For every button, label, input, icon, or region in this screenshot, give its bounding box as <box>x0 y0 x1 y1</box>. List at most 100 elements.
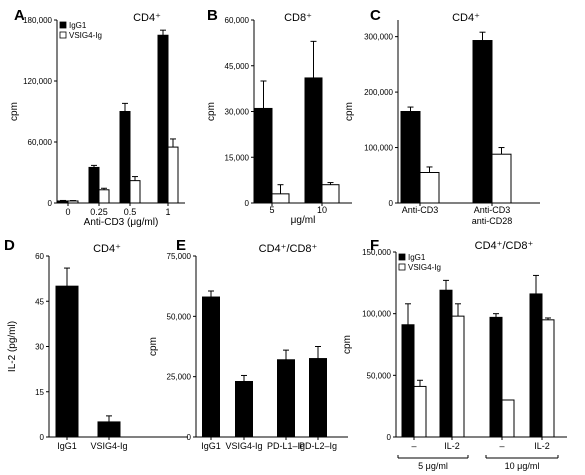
x-tick-label: 0.5 <box>124 207 137 217</box>
bar <box>489 316 503 438</box>
bar <box>451 315 465 438</box>
bar <box>55 285 79 438</box>
bar <box>129 180 141 204</box>
x-tick-label: – <box>499 441 504 451</box>
y-axis-label: cpm <box>342 335 353 354</box>
bar <box>67 200 79 204</box>
y-axis-label: cpm <box>148 337 159 356</box>
chart-title: CD8⁺ <box>284 12 312 24</box>
y-axis-label: cpm <box>344 102 355 121</box>
panel-label: F <box>370 237 379 254</box>
y-tick-label: 15 <box>35 388 44 397</box>
y-tick-label: 45 <box>35 297 44 306</box>
bar <box>439 289 453 438</box>
bar <box>401 324 415 438</box>
y-tick-label: 0 <box>387 433 392 442</box>
bar <box>309 358 327 438</box>
x-tick-label: PD-L1–Ig <box>267 441 305 451</box>
bar <box>419 172 440 204</box>
chart-title: CD4⁺ <box>133 12 161 24</box>
legend-swatch <box>59 21 67 29</box>
y-tick-label: 150,000 <box>362 248 391 257</box>
bar <box>97 421 121 438</box>
y-axis-label: cpm <box>9 102 20 121</box>
y-tick-label: 300,000 <box>364 33 393 42</box>
group-label: 5 μg/ml <box>418 461 448 471</box>
chart-title: CD4⁺ <box>93 243 121 255</box>
chart-title: CD4⁺ <box>452 12 480 24</box>
bar <box>98 189 110 204</box>
legend-label: VSIG4-Ig <box>408 263 441 272</box>
bar <box>501 399 515 438</box>
x-axis-label: Anti-CD3 (μg/ml) <box>84 217 159 228</box>
y-tick-label: 0 <box>245 199 250 208</box>
bar <box>271 193 290 204</box>
panel-label: B <box>207 7 218 24</box>
y-tick-label: 180,000 <box>23 16 52 25</box>
panel-b: B CD8⁺ 0 15,000 30,000 45,000 60,000 cpm 5 10μg/m… <box>206 7 352 226</box>
x-tick-label: Anti-CD3 <box>474 205 511 215</box>
y-tick-label: 0 <box>48 199 53 208</box>
legend-label: IgG1 <box>69 21 87 30</box>
y-tick-label: 60,000 <box>28 138 53 147</box>
y-tick-label: 45,000 <box>225 62 250 71</box>
bar <box>541 319 555 438</box>
y-tick-label: 100,000 <box>362 310 391 319</box>
bar <box>235 380 253 438</box>
x-tick-label: – <box>411 441 416 451</box>
x-tick-label: IgG1 <box>57 441 77 451</box>
y-tick-label: 50,000 <box>167 312 192 321</box>
panel-a: A CD4⁺ 0 60,000 120,000 180,000 cpm 0 0.25 0.5 1 An… <box>9 7 185 228</box>
x-tick-label: 10 <box>317 205 327 215</box>
x-tick-label: PD-L2–Ig <box>299 441 337 451</box>
y-tick-label: 15,000 <box>225 153 250 162</box>
bar <box>413 385 427 438</box>
panel-f: F CD4⁺/CD8⁺ 0 50,000 100,000 150,000 cpm – IL-2 –… <box>342 237 567 471</box>
bar <box>88 166 100 204</box>
bar <box>491 153 512 204</box>
y-tick-label: 50,000 <box>367 371 392 380</box>
bar <box>254 107 273 204</box>
x-tick-label: VSIG4-Ig <box>90 441 127 451</box>
y-tick-label: 25,000 <box>167 373 192 382</box>
x-tick-label: VSIG4-Ig <box>225 441 262 451</box>
panel-label: C <box>370 7 381 24</box>
y-tick-label: 75,000 <box>167 252 192 261</box>
group-label: 10 μg/ml <box>505 461 540 471</box>
panel-label: D <box>4 237 15 254</box>
x-tick-label: Anti-CD3 <box>402 205 439 215</box>
y-tick-label: 0 <box>389 199 394 208</box>
x-tick-label: IgG1 <box>201 441 221 451</box>
x-axis-label: μg/ml <box>291 215 316 226</box>
x-tick-label: IL-2 <box>444 441 460 451</box>
panel-d: D CD4⁺ 0 15 30 45 60 IL-2 (pg/ml) IgG1 VSIG4-Ig <box>4 237 188 451</box>
y-axis-label: cpm <box>206 102 217 121</box>
chart-title: CD4⁺/CD8⁺ <box>259 243 318 255</box>
bar <box>119 111 131 204</box>
bar <box>321 184 340 204</box>
panel-label: A <box>14 7 25 24</box>
legend-swatch <box>398 253 406 261</box>
bar <box>57 200 69 204</box>
chart-title: CD4⁺/CD8⁺ <box>475 240 534 252</box>
x-tick-label: 5 <box>269 205 274 215</box>
legend-swatch <box>59 31 67 39</box>
x-tick-label: 1 <box>165 207 170 217</box>
panel-label: E <box>176 237 186 254</box>
panel-e: E CD4⁺/CD8⁺ 0 25,000 50,000 75,000 cpm IgG1 VSIG… <box>148 237 348 451</box>
bar <box>529 293 543 438</box>
x-tick-label: 0 <box>65 207 70 217</box>
y-tick-label: 60 <box>35 252 44 261</box>
bar <box>400 111 421 204</box>
y-tick-label: 30,000 <box>225 108 250 117</box>
panel-c: C CD4⁺ 0 100,000 200,000 300,000 cpm Anti-CD3 An… <box>344 7 540 226</box>
y-axis-label: IL-2 (pg/ml) <box>7 321 18 372</box>
legend-label: VSIG4-Ig <box>69 31 102 40</box>
x-tick-label: anti-CD28 <box>472 216 513 226</box>
y-tick-label: 0 <box>40 433 45 442</box>
y-tick-label: 200,000 <box>364 88 393 97</box>
y-tick-label: 30 <box>35 343 44 352</box>
y-tick-label: 0 <box>187 433 192 442</box>
legend-label: IgG1 <box>408 253 426 262</box>
y-tick-label: 100,000 <box>364 144 393 153</box>
